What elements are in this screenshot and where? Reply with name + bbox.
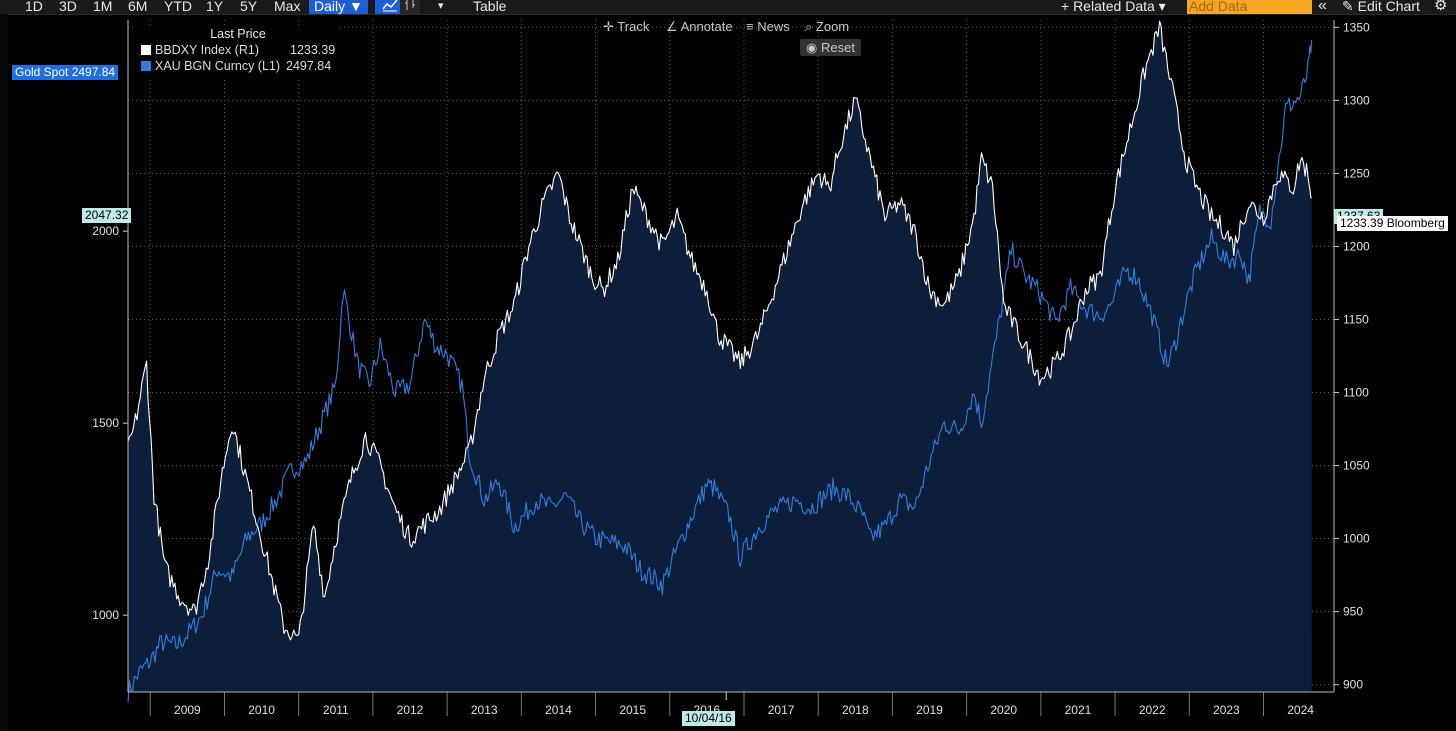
legend-value-bbdxy: 1233.39 bbox=[290, 43, 336, 57]
legend-label-xau: XAU BGN Curncy (L1) bbox=[155, 59, 281, 73]
xau-series-line[interactable] bbox=[127, 39, 1313, 703]
left-tick-label: 2000 bbox=[92, 224, 119, 238]
x-tick-label: 2020 bbox=[990, 703, 1017, 717]
left-tick-label: 1500 bbox=[92, 416, 119, 430]
x-tick-label: 2014 bbox=[545, 703, 572, 717]
x-tick-label: 2009 bbox=[174, 703, 201, 717]
left-crosshair-tag: 2047.32 bbox=[82, 208, 132, 223]
x-tick-label: 2023 bbox=[1213, 703, 1240, 717]
right-tick-label: 1200 bbox=[1343, 239, 1370, 253]
x-tick-label: 2021 bbox=[1065, 703, 1092, 717]
x-tick-label: 2013 bbox=[471, 703, 498, 717]
left-tick-label: 1000 bbox=[92, 608, 119, 622]
gear-icon[interactable]: ⚙ bbox=[1434, 0, 1448, 14]
track-button[interactable]: ✛ Track bbox=[603, 18, 649, 35]
right-tick-label: 1100 bbox=[1343, 386, 1369, 400]
legend-item-xau[interactable]: XAU BGN Curncy (L1) 2497.84 bbox=[136, 58, 340, 74]
right-tick-label: 900 bbox=[1343, 678, 1363, 692]
date-crosshair-tag: 10/04/16 bbox=[682, 711, 735, 726]
right-tick-label: 950 bbox=[1343, 605, 1363, 619]
add-data-input[interactable]: Add Data bbox=[1187, 0, 1312, 14]
legend-swatch-white bbox=[141, 45, 151, 55]
x-tick-label: 2010 bbox=[248, 703, 275, 717]
right-tick-label: 1350 bbox=[1343, 20, 1370, 34]
radio-icon: ◉ bbox=[806, 40, 818, 55]
track-label: Track bbox=[617, 19, 650, 34]
line-chart-icon[interactable] bbox=[375, 0, 405, 14]
reset-label: Reset bbox=[820, 40, 855, 55]
frequency-dropdown[interactable]: Daily ▼ bbox=[309, 0, 368, 14]
x-tick-label: 2011 bbox=[323, 703, 349, 717]
gold-spot-tag: Gold Spot 2497.84 bbox=[12, 65, 119, 80]
edit-chart-button[interactable]: ✎ Edit Chart bbox=[1342, 0, 1420, 14]
x-tick-label: 2022 bbox=[1139, 703, 1166, 717]
x-tick-label: 2012 bbox=[397, 703, 424, 717]
news-icon: ≡ bbox=[746, 19, 754, 34]
legend-swatch-blue bbox=[141, 61, 151, 71]
chart-legend: Last Price BBDXY Index (R1) 1233.39 XAU … bbox=[136, 26, 340, 78]
zoom-button[interactable]: ⌕ Zoom bbox=[805, 18, 849, 35]
right-tick-label: 1050 bbox=[1343, 459, 1370, 473]
crosshair-icon: ✛ bbox=[603, 19, 614, 34]
legend-item-bbdxy[interactable]: BBDXY Index (R1) 1233.39 bbox=[136, 42, 340, 58]
zoom-label: Zoom bbox=[815, 19, 850, 34]
period-3d-button[interactable]: 3D bbox=[59, 0, 77, 14]
collapse-icon[interactable]: « bbox=[1318, 0, 1327, 14]
news-button[interactable]: ≡ News bbox=[746, 18, 790, 35]
annotate-button[interactable]: ∠ Annotate bbox=[666, 18, 733, 35]
chart-toolbar: 1D 3D 1M 6M YTD 1Y 5Y Max Daily ▼ ▾ Tabl… bbox=[0, 0, 1456, 15]
right-tick-label: 1000 bbox=[1343, 532, 1370, 546]
right-tick-label: 1150 bbox=[1343, 312, 1369, 326]
period-max-button[interactable]: Max bbox=[274, 0, 301, 14]
right-tick-label: 1300 bbox=[1343, 93, 1370, 107]
legend-value-xau: 2497.84 bbox=[286, 59, 332, 73]
period-ytd-button[interactable]: YTD bbox=[164, 0, 192, 14]
right-tick-label: 1250 bbox=[1343, 166, 1370, 180]
bbdxy-series-line[interactable] bbox=[127, 20, 1312, 641]
x-tick-label: 2019 bbox=[916, 703, 943, 717]
chart-plot[interactable]: 2009 2010 2011 2012 2013 2014 2015 2016 2017 2018… bbox=[0, 14, 1456, 731]
dxy-area-fill bbox=[128, 21, 1312, 692]
magnifier-icon: ⌕ bbox=[805, 19, 813, 34]
left-panel-edge bbox=[0, 14, 8, 731]
right-last-price-tag: 1233.39 Bloomberg bbox=[1337, 216, 1448, 231]
related-data-button[interactable]: + Related Data ▾ bbox=[1061, 0, 1166, 14]
x-tick-label: 2015 bbox=[619, 703, 646, 717]
annotate-label: Annotate bbox=[680, 19, 733, 34]
period-1d-button[interactable]: 1D bbox=[25, 0, 43, 14]
legend-header: Last Price bbox=[210, 27, 266, 41]
period-1m-button[interactable]: 1M bbox=[93, 0, 113, 14]
chart-type-dropdown[interactable]: ▾ bbox=[438, 0, 444, 12]
x-tick-label: 2018 bbox=[842, 703, 869, 717]
period-1y-button[interactable]: 1Y bbox=[206, 0, 224, 14]
period-6m-button[interactable]: 6M bbox=[128, 0, 148, 14]
table-button[interactable]: Table bbox=[473, 0, 507, 14]
bar-chart-icon[interactable] bbox=[400, 0, 420, 14]
period-5y-button[interactable]: 5Y bbox=[240, 0, 258, 14]
x-tick-label: 2017 bbox=[768, 703, 795, 717]
legend-label-bbdxy: BBDXY Index (R1) bbox=[155, 43, 259, 57]
pencil-icon: ∠ bbox=[666, 19, 678, 34]
x-tick-label: 2024 bbox=[1287, 703, 1314, 717]
news-label: News bbox=[757, 19, 790, 34]
reset-button[interactable]: ◉ Reset bbox=[800, 39, 861, 56]
